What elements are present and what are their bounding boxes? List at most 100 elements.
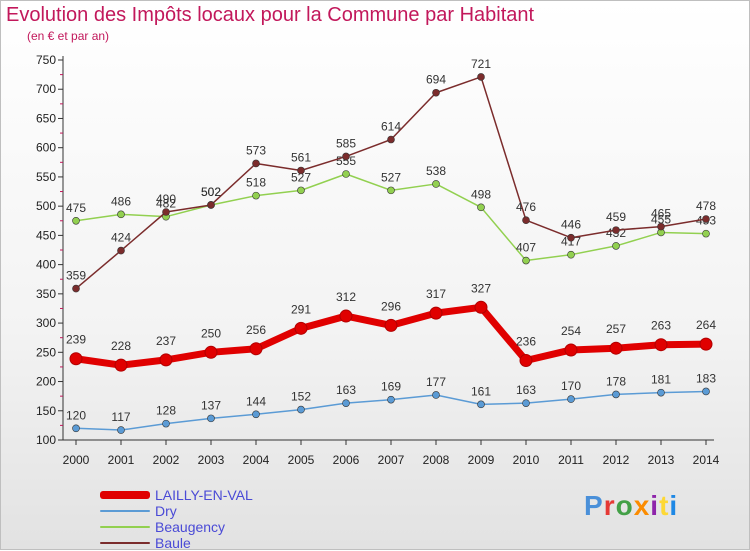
- y-tick-label: 400: [36, 258, 56, 272]
- y-tick-label: 300: [36, 316, 56, 330]
- point-beaugency: [342, 170, 350, 178]
- chart-subtitle: (en € et par an): [27, 29, 110, 43]
- point-dry: [252, 410, 260, 419]
- point-dry: [567, 395, 575, 403]
- data-label-beaugency: 518: [246, 176, 266, 190]
- data-label-dry: 183: [696, 371, 716, 385]
- data-label-baule: 573: [246, 143, 266, 157]
- legend-item-beaugency: Beaugency: [100, 519, 300, 535]
- point-dry: [657, 388, 665, 397]
- point-baule: [567, 233, 575, 242]
- y-tick-label: 500: [36, 199, 56, 213]
- x-tick-label: 2000: [63, 453, 90, 467]
- point-baule: [207, 201, 215, 209]
- point-baule: [612, 226, 620, 234]
- data-label-beaugency: 498: [471, 187, 491, 201]
- point-baule: [387, 135, 395, 144]
- logo-letter: r: [603, 490, 616, 521]
- point-lailly-en-val: [474, 300, 488, 314]
- logo-letter: o: [615, 490, 634, 521]
- data-label-beaugency: 455: [651, 212, 671, 226]
- point-beaugency: [612, 242, 620, 250]
- data-label-dry: 178: [606, 374, 626, 388]
- legend-swatch-lailly: [100, 491, 150, 499]
- data-label-beaugency: 486: [111, 194, 131, 208]
- legend-label-baule: Baule: [155, 535, 191, 551]
- logo-letter: i: [669, 490, 679, 521]
- x-tick-label: 2012: [603, 453, 630, 467]
- x-tick-label: 2014: [693, 453, 720, 467]
- data-label-beaugency: 527: [381, 170, 401, 184]
- legend-swatch-baule: [100, 542, 150, 544]
- data-label-lailly-en-val: 256: [246, 323, 266, 337]
- point-baule: [117, 246, 125, 255]
- data-label-baule: 424: [111, 231, 131, 245]
- point-beaugency: [702, 229, 710, 238]
- y-tick-label: 350: [36, 287, 56, 301]
- y-tick-label: 200: [36, 375, 56, 389]
- point-baule: [162, 208, 170, 216]
- point-baule: [342, 152, 350, 161]
- legend-swatch-dry: [100, 510, 150, 512]
- point-beaugency: [117, 210, 125, 219]
- y-tick-label: 450: [36, 228, 56, 242]
- data-label-beaugency: 417: [561, 235, 581, 249]
- point-lailly-en-val: [114, 358, 128, 372]
- logo-letter: x: [633, 490, 651, 521]
- data-label-dry: 120: [66, 408, 86, 422]
- logo-letter: P: [584, 490, 604, 521]
- x-tick-label: 2010: [513, 453, 540, 467]
- legend: LAILLY-EN-VAL Dry Beaugency Baule: [100, 487, 300, 551]
- point-dry: [207, 414, 215, 423]
- point-baule: [252, 159, 260, 168]
- point-beaugency: [477, 203, 485, 212]
- data-label-lailly-en-val: 257: [606, 322, 626, 336]
- data-label-lailly-en-val: 236: [516, 334, 536, 348]
- legend-item-dry: Dry: [100, 503, 300, 519]
- legend-label-dry: Dry: [155, 503, 177, 519]
- data-label-dry: 177: [426, 375, 446, 389]
- point-lailly-en-val: [69, 352, 83, 366]
- data-label-beaugency: 538: [426, 164, 446, 178]
- data-label-baule: 490: [156, 192, 176, 206]
- data-label-dry: 181: [651, 373, 671, 387]
- x-tick-label: 2009: [468, 453, 495, 467]
- point-dry: [117, 426, 125, 434]
- point-dry: [297, 405, 305, 414]
- point-dry: [477, 400, 485, 409]
- x-tick-label: 2013: [648, 453, 675, 467]
- data-label-lailly-en-val: 264: [696, 318, 716, 332]
- x-tick-label: 2001: [108, 453, 135, 467]
- legend-swatch-beaugency: [100, 526, 150, 528]
- data-label-dry: 161: [471, 384, 491, 398]
- point-beaugency: [522, 256, 530, 265]
- point-lailly-en-val: [294, 321, 308, 335]
- y-tick-label: 650: [36, 111, 56, 125]
- data-label-lailly-en-val: 312: [336, 290, 356, 304]
- legend-item-baule: Baule: [100, 535, 300, 551]
- y-tick-label: 600: [36, 141, 56, 155]
- data-label-beaugency: 502: [201, 185, 221, 199]
- data-label-dry: 137: [201, 398, 221, 412]
- data-label-baule: 585: [336, 136, 356, 150]
- point-lailly-en-val: [339, 309, 353, 323]
- data-label-dry: 117: [111, 410, 130, 424]
- data-label-lailly-en-val: 239: [66, 333, 86, 347]
- data-label-beaugency: 527: [291, 170, 311, 184]
- y-tick-label: 100: [36, 433, 56, 447]
- point-beaugency: [432, 180, 440, 188]
- legend-item-lailly: LAILLY-EN-VAL: [100, 487, 300, 503]
- point-beaugency: [387, 186, 395, 195]
- data-label-beaugency: 407: [516, 241, 536, 255]
- point-lailly-en-val: [159, 353, 173, 367]
- point-baule: [657, 222, 665, 231]
- legend-label-lailly: LAILLY-EN-VAL: [155, 487, 253, 503]
- legend-label-beaugency: Beaugency: [155, 519, 226, 535]
- point-lailly-en-val: [699, 337, 713, 351]
- x-tick-label: 2005: [288, 453, 315, 467]
- point-beaugency: [567, 250, 575, 259]
- data-label-dry: 144: [246, 394, 266, 408]
- data-label-dry: 170: [561, 379, 581, 393]
